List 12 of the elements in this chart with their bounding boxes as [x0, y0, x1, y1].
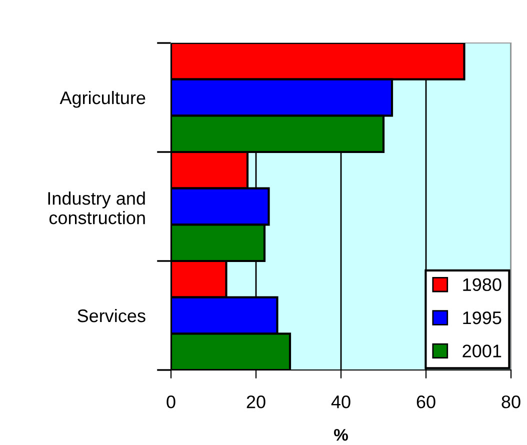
y-tick-label: Services: [78, 308, 146, 322]
legend-label: 2001: [462, 344, 502, 358]
x-tick-label: 0: [166, 395, 176, 408]
x-tick-label: 80: [502, 395, 520, 408]
x-tick-label: 40: [331, 395, 350, 408]
legend-label: 1995: [463, 311, 502, 324]
x-tick-label: 60: [416, 395, 436, 408]
legend-label: 1980: [463, 278, 502, 292]
x-axis-title: %: [334, 428, 348, 441]
x-tick-label: 20: [246, 395, 266, 408]
y-tick-label: Industry and construction: [48, 192, 145, 224]
y-tick-label: Agriculture: [60, 90, 146, 108]
